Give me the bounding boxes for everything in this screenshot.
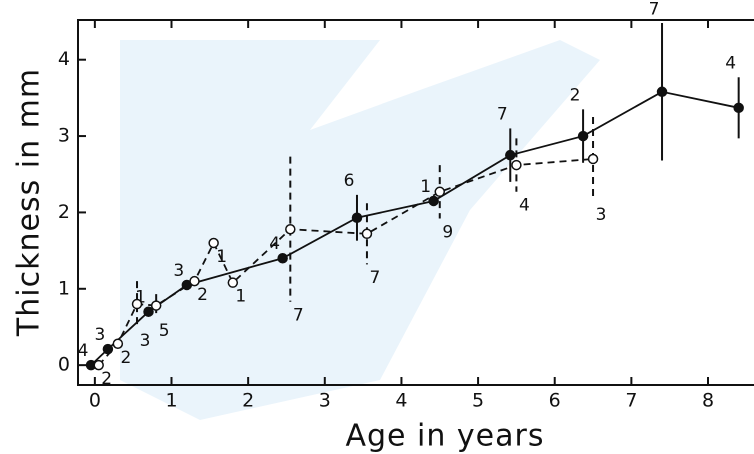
- data-point: [656, 86, 668, 98]
- x-tick-label: 1: [165, 390, 177, 412]
- series-line: [98, 158, 594, 366]
- data-point: [143, 306, 154, 317]
- y-tick-label: 0: [58, 354, 70, 376]
- data-point: [351, 212, 363, 224]
- sample-count: 9: [442, 222, 453, 242]
- x-axis-label: Age in years: [345, 419, 544, 454]
- sample-count: 7: [370, 268, 381, 288]
- x-tick-label: 4: [395, 390, 407, 412]
- plot-frame: [77, 19, 754, 386]
- y-tick-label: 3: [58, 125, 70, 147]
- data-point: [150, 300, 162, 311]
- sample-count: 4: [725, 53, 736, 73]
- watermark: [120, 40, 600, 420]
- sample-count: 4: [78, 341, 89, 361]
- x-tick-label: 3: [319, 390, 331, 412]
- sample-count: 2: [197, 285, 208, 305]
- y-tick-label: 1: [58, 277, 70, 299]
- sample-count: 7: [497, 105, 508, 125]
- data-point: [733, 102, 744, 114]
- sample-count: 7: [293, 305, 304, 325]
- data-point: [361, 228, 373, 240]
- sample-count: 3: [596, 205, 607, 225]
- sample-count: 3: [140, 331, 151, 351]
- x-tick-label: 7: [625, 390, 637, 412]
- data-point: [277, 252, 288, 264]
- data-point: [189, 275, 200, 287]
- data-point: [587, 153, 599, 165]
- data-point: [577, 130, 589, 142]
- sample-count: 1: [235, 287, 246, 307]
- data-point: [227, 277, 239, 288]
- sample-count: 2: [570, 85, 581, 105]
- y-tick-label: 2: [58, 201, 70, 223]
- sample-count: 2: [120, 348, 131, 368]
- data-point: [505, 149, 516, 161]
- sample-count: 2: [101, 369, 112, 389]
- data-point: [511, 159, 522, 171]
- sample-count: 1: [420, 177, 431, 197]
- sample-count: 1: [135, 288, 146, 308]
- sample-count: 1: [216, 247, 227, 267]
- sample-count: 5: [159, 321, 170, 341]
- x-tick-label: 0: [89, 390, 101, 412]
- data-point: [434, 186, 446, 198]
- x-tick-label: 2: [242, 390, 254, 412]
- data-point: [131, 298, 143, 310]
- y-tick-label: 4: [58, 48, 70, 70]
- x-tick-label: 6: [549, 390, 561, 412]
- data-point: [285, 223, 296, 235]
- data-point: [93, 359, 104, 371]
- y-axis-label: Thickness in mm: [12, 68, 47, 337]
- sample-count: 7: [649, 0, 660, 19]
- data-point: [208, 237, 219, 249]
- sample-count: 6: [344, 171, 355, 191]
- sample-count: 4: [519, 196, 530, 216]
- data-point: [112, 338, 124, 350]
- data-point: [428, 195, 439, 207]
- x-tick-label: 5: [472, 390, 484, 412]
- sample-count: 3: [173, 261, 184, 281]
- sample-count: 3: [94, 325, 105, 345]
- x-tick-label: 8: [702, 390, 714, 412]
